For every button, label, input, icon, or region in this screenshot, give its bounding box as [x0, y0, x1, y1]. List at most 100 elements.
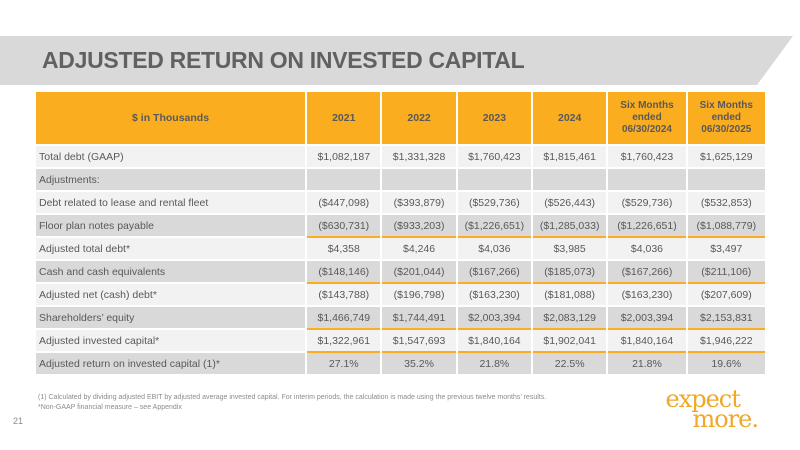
table-row: Shareholders’ equity $1,466,749 $1,744,491…	[36, 307, 765, 328]
row-value: ($201,044)	[382, 261, 456, 282]
row-label: Cash and cash equivalents	[36, 261, 306, 282]
row-value	[307, 169, 381, 190]
row-label: Floor plan notes payable	[36, 215, 306, 236]
row-value: $1,840,164	[608, 330, 686, 351]
row-value: ($447,098)	[307, 192, 381, 213]
row-value: ($167,266)	[608, 261, 686, 282]
row-value: $1,082,187	[307, 146, 381, 167]
row-label: Adjustments:	[36, 169, 306, 190]
table-row: Adjusted net (cash) debt* ($143,788) ($196…	[36, 284, 765, 305]
row-value: ($181,088)	[533, 284, 607, 305]
row-value: ($630,731)	[307, 215, 381, 236]
header-cell-2023: 2023	[457, 92, 532, 144]
row-value: $2,003,394	[608, 307, 686, 328]
row-value: $1,322,961	[307, 330, 381, 351]
row-value: $1,625,129	[687, 146, 765, 167]
title-banner: ADJUSTED RETURN ON INVESTED CAPITAL	[0, 36, 793, 85]
row-value: 22.5%	[533, 353, 607, 374]
header-cell-2022: 2022	[382, 92, 456, 144]
row-value: $1,744,491	[382, 307, 456, 328]
row-label: Shareholders’ equity	[36, 307, 306, 328]
header-cell-six-months-2024: Six Months ended 06/30/2024	[608, 92, 686, 144]
row-value	[687, 169, 765, 190]
row-value: 27.1%	[307, 353, 381, 374]
roic-table: $ in Thousands 2021 2022 2023 2024 Six M…	[34, 90, 767, 376]
row-value: ($163,230)	[457, 284, 532, 305]
row-value: ($207,609)	[687, 284, 765, 305]
row-value: ($196,798)	[382, 284, 456, 305]
logo-line-1: expect	[665, 385, 740, 413]
row-value: ($163,230)	[608, 284, 686, 305]
table-row: Adjusted total debt* $4,358 $4,246 $4,036 $3…	[36, 238, 765, 259]
row-value: $1,840,164	[457, 330, 532, 351]
row-value: $3,985	[533, 238, 607, 259]
row-value: ($529,736)	[608, 192, 686, 213]
row-value: $2,083,129	[533, 307, 607, 328]
row-value: ($143,788)	[307, 284, 381, 305]
table-row: Debt related to lease and rental fleet ($…	[36, 192, 765, 213]
row-value: ($1,285,033)	[533, 215, 607, 236]
row-value: $1,331,328	[382, 146, 456, 167]
table-row: Adjustments:	[36, 169, 765, 190]
row-value: $4,246	[382, 238, 456, 259]
row-value: $1,815,461	[533, 146, 607, 167]
row-value: ($529,736)	[457, 192, 532, 213]
row-value: 35.2%	[382, 353, 456, 374]
page-number: 21	[13, 416, 24, 426]
row-label: Total debt (GAAP)	[36, 146, 306, 167]
table-body: Total debt (GAAP) $1,082,187 $1,331,328 $1,…	[36, 146, 765, 374]
row-value: $1,466,749	[307, 307, 381, 328]
row-value: 21.8%	[457, 353, 532, 374]
header-cell-2024: 2024	[533, 92, 607, 144]
header-cell-metric: $ in Thousands	[36, 92, 306, 144]
row-value: ($148,146)	[307, 261, 381, 282]
row-value: $4,036	[608, 238, 686, 259]
row-label: Adjusted return on invested capital (1)*	[36, 353, 306, 374]
row-label: Adjusted net (cash) debt*	[36, 284, 306, 305]
header-cell-2021: 2021	[307, 92, 381, 144]
row-value: $4,036	[457, 238, 532, 259]
table-row: Adjusted return on invested capital (1)*…	[36, 353, 765, 374]
row-value: ($1,226,651)	[608, 215, 686, 236]
row-value: $1,902,041	[533, 330, 607, 351]
row-value: $1,946,222	[687, 330, 765, 351]
row-label: Adjusted total debt*	[36, 238, 306, 259]
row-value: $4,358	[307, 238, 381, 259]
expect-more-logo: expect more.	[665, 385, 759, 433]
row-value: 21.8%	[608, 353, 686, 374]
footnote-2: *Non-GAAP financial measure – see Append…	[38, 404, 182, 411]
row-value: $3,497	[687, 238, 765, 259]
row-value: $2,153,831	[687, 307, 765, 328]
row-value: ($532,853)	[687, 192, 765, 213]
table-header-row: $ in Thousands 2021 2022 2023 2024 Six M…	[36, 92, 765, 144]
row-value: $2,003,394	[457, 307, 532, 328]
row-value: ($393,879)	[382, 192, 456, 213]
row-value: $1,760,423	[457, 146, 532, 167]
roic-table-wrapper: $ in Thousands 2021 2022 2023 2024 Six M…	[34, 90, 767, 376]
row-value: ($211,106)	[687, 261, 765, 282]
table-row: Total debt (GAAP) $1,082,187 $1,331,328 $1,…	[36, 146, 765, 167]
row-label: Adjusted invested capital*	[36, 330, 306, 351]
row-value: ($933,203)	[382, 215, 456, 236]
table-row: Cash and cash equivalents ($148,146) ($201…	[36, 261, 765, 282]
row-value: ($167,266)	[457, 261, 532, 282]
row-value	[608, 169, 686, 190]
row-label: Debt related to lease and rental fleet	[36, 192, 306, 213]
row-value: $1,760,423	[608, 146, 686, 167]
footnotes: (1) Calculated by dividing adjusted EBIT…	[38, 393, 546, 413]
row-value: ($526,443)	[533, 192, 607, 213]
header-cell-six-months-2025: Six Months ended 06/30/2025	[687, 92, 765, 144]
row-value: ($185,073)	[533, 261, 607, 282]
row-value: ($1,088,779)	[687, 215, 765, 236]
row-value: ($1,226,651)	[457, 215, 532, 236]
table-row: Floor plan notes payable ($630,731) ($933,…	[36, 215, 765, 236]
logo-line-2: more.	[692, 404, 759, 433]
row-value: 19.6%	[687, 353, 765, 374]
footnote-1: (1) Calculated by dividing adjusted EBIT…	[38, 394, 547, 401]
row-value	[457, 169, 532, 190]
table-row: Adjusted invested capital* $1,322,961 $1,5…	[36, 330, 765, 351]
row-value: $1,547,693	[382, 330, 456, 351]
row-value	[533, 169, 607, 190]
row-value	[382, 169, 456, 190]
slide-title: ADJUSTED RETURN ON INVESTED CAPITAL	[42, 47, 525, 73]
